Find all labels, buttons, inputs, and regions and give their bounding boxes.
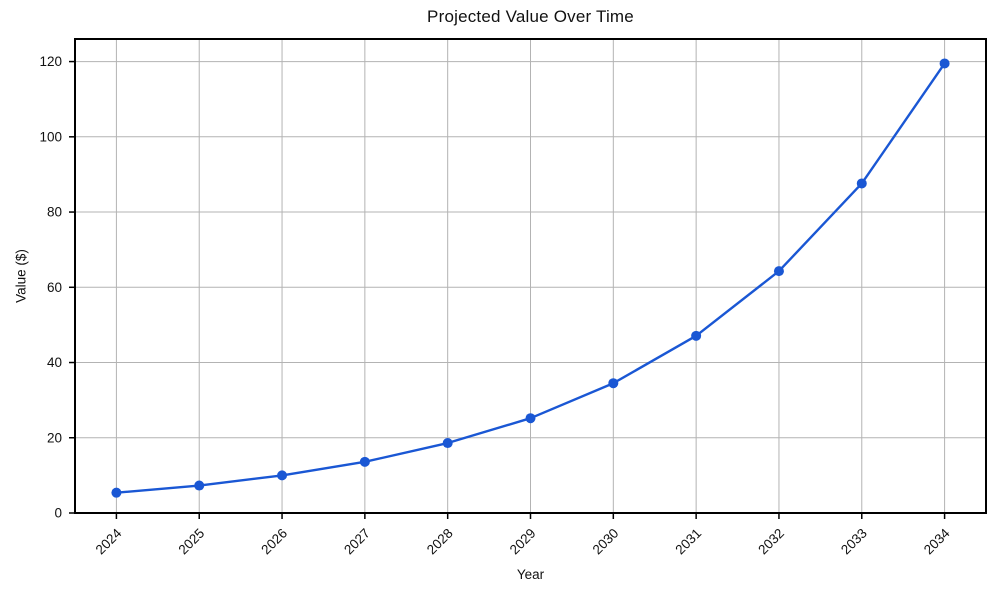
x-tick-label: 2030 — [590, 526, 622, 558]
x-tick-label: 2034 — [921, 525, 953, 557]
x-tick-label: 2026 — [258, 526, 290, 558]
y-tick-label: 20 — [47, 430, 62, 445]
data-point — [194, 480, 205, 491]
data-point — [111, 487, 122, 498]
y-tick-label: 100 — [39, 129, 62, 144]
data-point — [691, 330, 702, 341]
data-point — [277, 470, 288, 481]
data-point — [359, 456, 370, 467]
chart-title: Projected Value Over Time — [427, 7, 634, 26]
x-tick-label: 2025 — [175, 526, 207, 558]
x-tick-label: 2027 — [341, 526, 373, 558]
data-point — [608, 378, 619, 389]
y-tick-label: 0 — [54, 506, 62, 521]
y-tick-label: 120 — [39, 54, 62, 69]
x-tick-label: 2032 — [755, 526, 787, 558]
x-tick-label: 2029 — [507, 526, 539, 558]
x-tick-label: 2033 — [838, 526, 870, 558]
data-point — [856, 178, 867, 189]
x-axis-label: Year — [516, 567, 545, 582]
data-point — [773, 266, 784, 277]
x-tick-label: 2024 — [93, 525, 125, 557]
x-tick-label: 2031 — [672, 526, 704, 558]
data-point — [442, 438, 453, 449]
y-tick-label: 60 — [47, 280, 62, 295]
x-tick-label: 2028 — [424, 526, 456, 558]
data-point — [939, 58, 950, 69]
y-tick-label: 80 — [47, 205, 62, 220]
data-point — [525, 413, 536, 424]
y-tick-label: 40 — [47, 355, 62, 370]
